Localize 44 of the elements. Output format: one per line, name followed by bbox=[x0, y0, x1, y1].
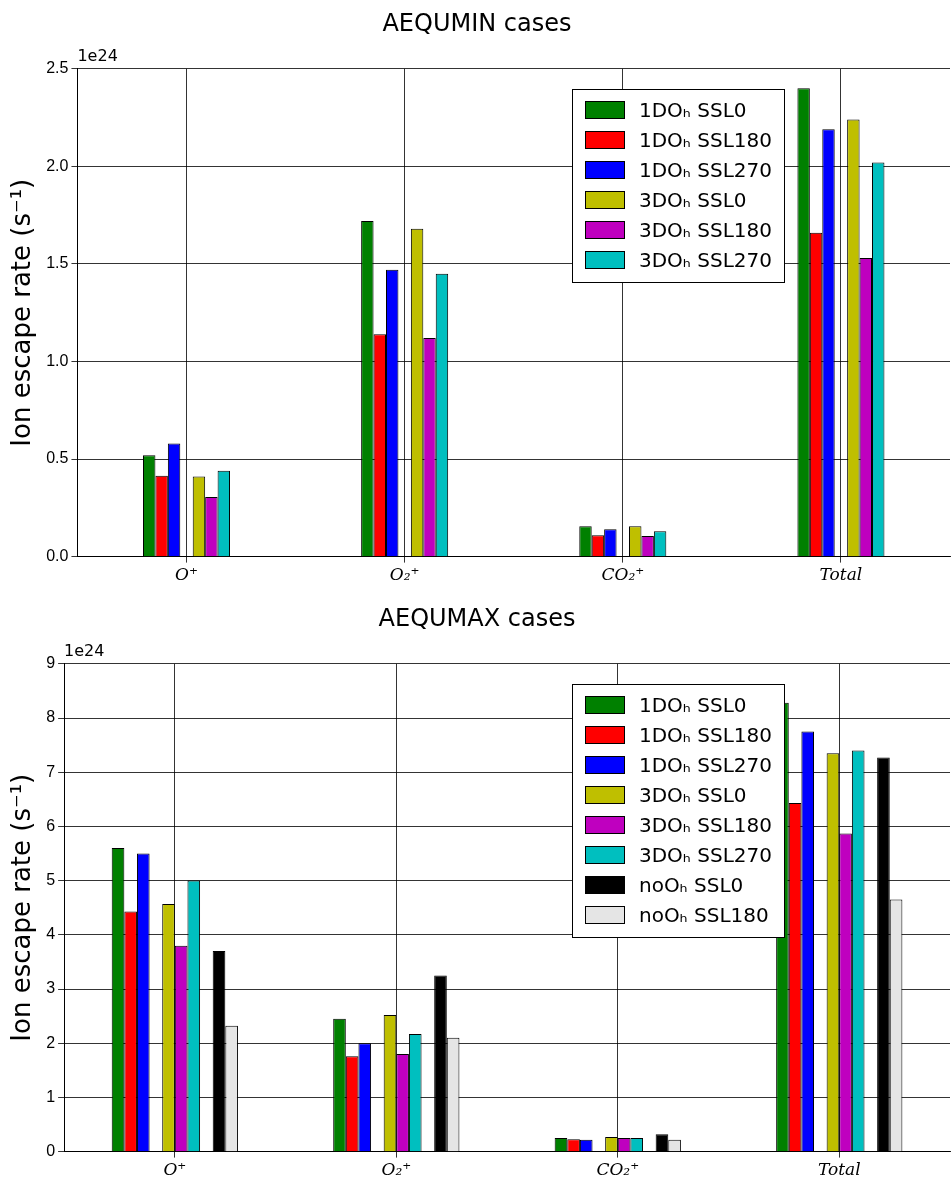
y-tick-label: 2.0 bbox=[46, 156, 69, 174]
y-tick-label: 0.5 bbox=[46, 449, 69, 467]
legend-label: 1DOₕ SSL270 bbox=[638, 752, 772, 777]
x-tick-label: Total bbox=[817, 1159, 861, 1180]
y-tick-label: 9 bbox=[46, 654, 56, 672]
y-tick-label: 6 bbox=[46, 816, 56, 834]
legend-label: 1DOₕ SSL270 bbox=[638, 157, 772, 182]
y-axis-title: Ion escape rate (s⁻¹) bbox=[6, 773, 37, 1042]
y-tick-label: 8 bbox=[46, 708, 56, 726]
x-tick-label: O₂⁺ bbox=[389, 564, 420, 585]
legend-label: 3DOₕ SSL180 bbox=[638, 812, 772, 837]
y-tick-label: 1.0 bbox=[46, 351, 69, 369]
x-tick-label: Total bbox=[819, 564, 863, 585]
x-tick-label: CO₂⁺ bbox=[596, 1159, 640, 1180]
x-tick-label: CO₂⁺ bbox=[601, 564, 645, 585]
legend-label: 3DOₕ SSL0 bbox=[638, 782, 747, 807]
y-tick-label: 0.0 bbox=[46, 547, 69, 565]
y-tick-label: 2 bbox=[46, 1033, 56, 1051]
y-tick-label: 3 bbox=[46, 979, 56, 997]
legend-label: 3DOₕ SSL270 bbox=[638, 842, 772, 867]
x-tick-label: O⁺ bbox=[175, 564, 198, 585]
y-tick-label: 2.5 bbox=[46, 59, 69, 77]
legend-label: 3DOₕ SSL270 bbox=[638, 247, 772, 272]
legend-label: 1DOₕ SSL0 bbox=[638, 97, 747, 122]
y-tick-label: 1 bbox=[46, 1087, 56, 1105]
y-tick-label: 4 bbox=[46, 925, 56, 943]
y-axis-title: Ion escape rate (s⁻¹) bbox=[6, 178, 37, 447]
y-tick-label: 1.5 bbox=[46, 254, 69, 272]
chart-title: AEQUMAX cases bbox=[378, 603, 576, 632]
y-tick-label: 7 bbox=[46, 762, 56, 780]
y-tick-label: 0 bbox=[46, 1142, 56, 1160]
legend-label: 3DOₕ SSL180 bbox=[638, 217, 772, 242]
legend-label: noOₕ SSL0 bbox=[638, 872, 744, 897]
x-tick-label: O⁺ bbox=[163, 1159, 187, 1180]
text: 1e24 bbox=[64, 640, 105, 660]
legend-label: 3DOₕ SSL0 bbox=[638, 187, 747, 212]
x-tick-label: O₂⁺ bbox=[381, 1159, 412, 1180]
text: 1e24 bbox=[77, 45, 118, 65]
chart-title: AEQUMIN cases bbox=[382, 8, 572, 37]
legend-label: 1DOₕ SSL180 bbox=[638, 127, 772, 152]
legend-label: noOₕ SSL180 bbox=[638, 902, 769, 927]
legend-label: 1DOₕ SSL180 bbox=[638, 722, 772, 747]
legend-label: 1DOₕ SSL0 bbox=[638, 692, 747, 717]
y-tick-label: 5 bbox=[46, 871, 56, 889]
